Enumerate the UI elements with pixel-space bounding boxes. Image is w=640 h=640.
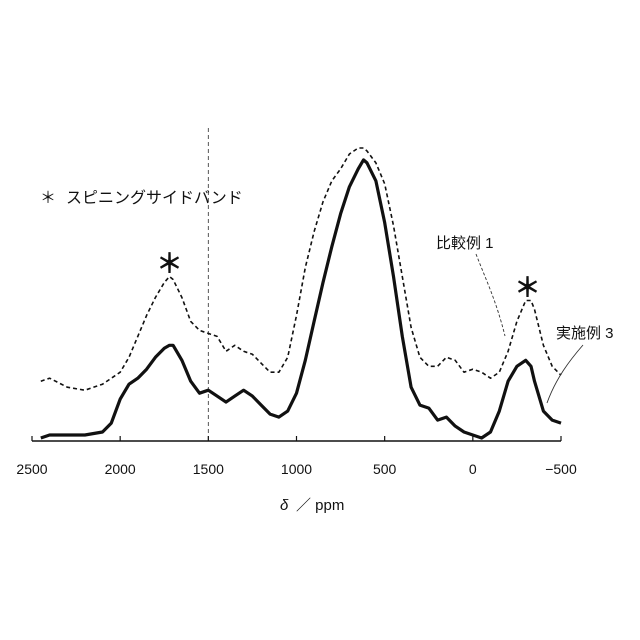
leader-line-example-3 (547, 345, 583, 403)
x-tick-label: 2500 (16, 461, 47, 477)
x-tick-label: −500 (545, 461, 577, 477)
sideband-star-annotation: ＊ (514, 272, 540, 302)
series-label-example-3: 実施例 3 (556, 325, 614, 342)
series-label-comparative-1: 比較例 1 (436, 234, 494, 252)
sideband-star-annotation: ＊ (157, 249, 183, 279)
series-line-comparative-1 (41, 148, 561, 390)
legend-text: スピニングサイドバンド (66, 189, 243, 207)
x-axis-ticks: 2500 2000 1500 1000 500 0 −500 (16, 436, 577, 477)
leader-line-comparative-1 (476, 254, 505, 336)
x-axis-title-symbol: δ (280, 497, 289, 514)
x-tick-label: 1000 (281, 461, 312, 477)
x-axis-title-unit: ／ ppm (296, 497, 344, 514)
legend-symbol: ＊ (40, 190, 56, 207)
x-tick-label: 2000 (105, 461, 136, 477)
x-tick-label: 1500 (193, 461, 224, 477)
x-tick-label: 0 (469, 461, 477, 477)
x-tick-label: 500 (373, 461, 397, 477)
